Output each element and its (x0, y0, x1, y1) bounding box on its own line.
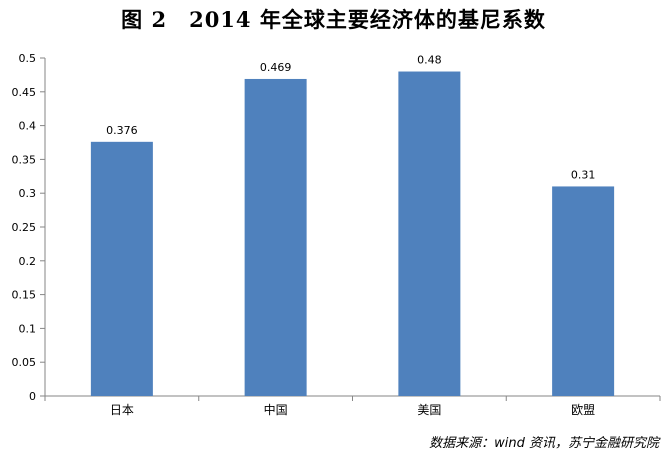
x-category-label: 美国 (417, 403, 441, 417)
bar-value-label: 0.31 (571, 168, 596, 181)
source-note: 数据来源：wind 资讯，苏宁金融研究院 (429, 436, 659, 451)
x-category-label: 日本 (110, 403, 134, 417)
x-category-label: 欧盟 (571, 403, 595, 417)
y-tick-label: 0.45 (12, 86, 37, 99)
bar (398, 71, 461, 397)
y-tick-label: 0.2 (19, 255, 37, 268)
y-tick-label: 0.5 (19, 52, 37, 65)
bar-value-label: 0.469 (260, 61, 292, 74)
y-tick-label: 0.1 (19, 322, 37, 335)
y-tick-label: 0.05 (12, 356, 37, 369)
bar (552, 186, 615, 396)
labels: 0 0.05 0.1 0.15 0.2 0.25 0.3 0.35 0.4 0.45 0.5 0.37… (12, 52, 596, 417)
bar-value-label: 0.376 (106, 124, 138, 137)
chart-title: 图 2 2014 年全球主要经济体的基尼系数 (121, 7, 546, 32)
y-tick-label: 0.35 (12, 153, 37, 166)
y-tick-label: 0.3 (19, 187, 37, 200)
y-tick-label: 0.4 (19, 120, 37, 133)
bar (244, 78, 307, 397)
bars (90, 71, 615, 397)
bar-value-label: 0.48 (417, 54, 442, 67)
x-category-label: 中国 (264, 402, 288, 417)
y-tick-label: 0.25 (12, 221, 37, 234)
y-tick-label: 0 (29, 390, 36, 403)
y-tick-label: 0.15 (12, 289, 37, 302)
bar (90, 141, 153, 396)
